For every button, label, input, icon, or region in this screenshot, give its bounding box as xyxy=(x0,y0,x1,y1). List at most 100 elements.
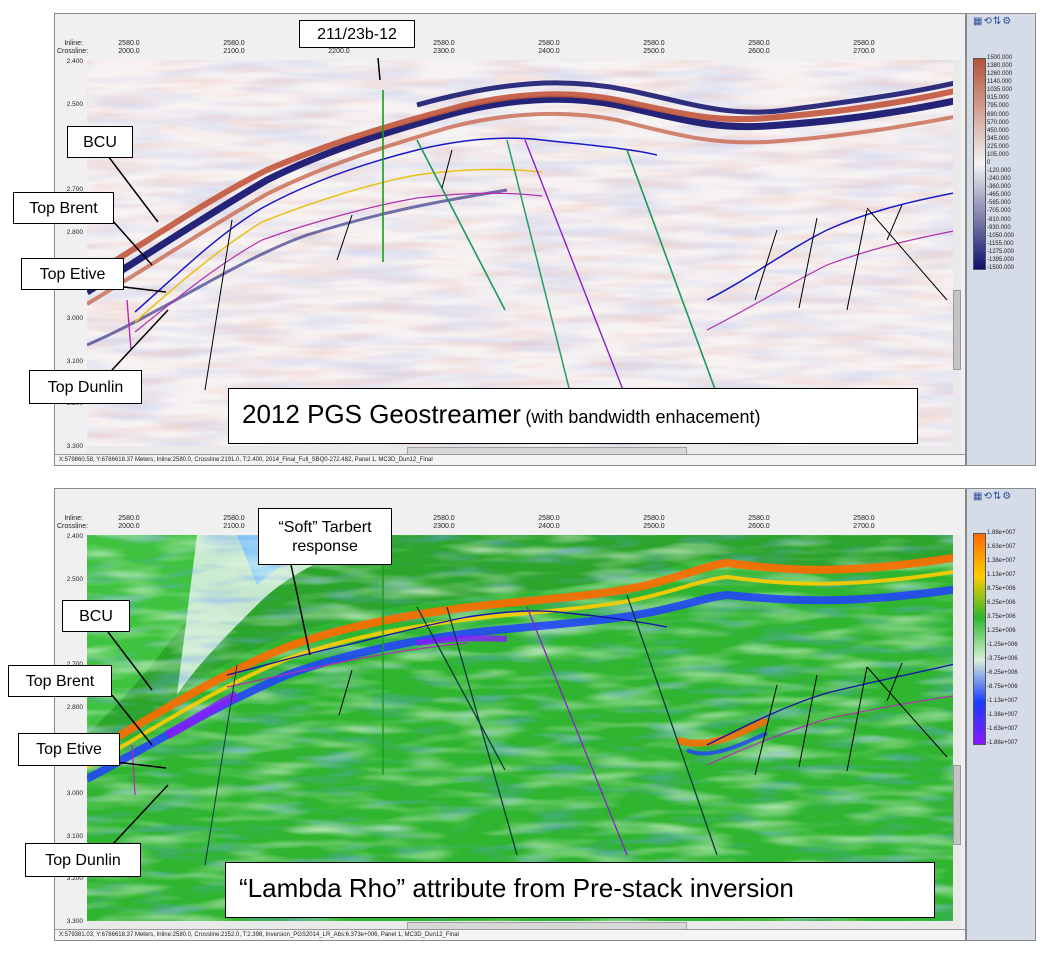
inline-tick: 2580.0 xyxy=(538,40,560,47)
bcu-callout: BCU xyxy=(62,600,130,632)
inline-tick: 2580.0 xyxy=(748,40,770,47)
toolbar-icons-bottom[interactable]: ▦⟲⇅⚙ xyxy=(973,491,1012,502)
time-tick: 2.500 xyxy=(66,575,83,583)
vertical-scroll-thumb[interactable] xyxy=(953,290,961,370)
settings-icon[interactable]: ⚙ xyxy=(1002,16,1013,27)
refresh-icon[interactable]: ⟲ xyxy=(983,16,993,27)
inline-tick: 2580.0 xyxy=(223,40,245,47)
time-tick: 3.300 xyxy=(66,918,83,926)
colorbar-label: -930.000 xyxy=(987,224,1011,231)
colorbar-labels-bottom: 1.88e+007 1.63e+007 1.38e+007 1.13e+007 8.75… xyxy=(987,530,1035,746)
time-tick: 3.000 xyxy=(66,789,83,797)
settings-icon[interactable]: ⚙ xyxy=(1002,491,1013,502)
lambda-rho-colorbar xyxy=(973,533,986,745)
colorbar-label: -465.000 xyxy=(987,192,1011,199)
time-tick: 2.500 xyxy=(66,100,83,108)
colorbar-label: 450.000 xyxy=(987,127,1009,134)
refresh-icon[interactable]: ⟲ xyxy=(983,491,993,502)
colorbar-label: 1.25e+006 xyxy=(987,628,1016,634)
top-panel-title: 2012 PGS Geostreamer (with bandwidth enh… xyxy=(228,388,918,444)
axis-header-top: Inline: Crossline: 2580.0 2000.0 2580.0 210… xyxy=(55,40,959,60)
time-tick: 2.800 xyxy=(66,704,83,712)
time-tick: 3.000 xyxy=(66,314,83,322)
crossline-tick: 2000.0 xyxy=(118,523,140,530)
inline-axis-label: Inline: xyxy=(64,515,83,522)
time-tick: 2.700 xyxy=(67,661,83,668)
time-tick: 3.200 xyxy=(66,875,83,883)
crossline-tick: 2400.0 xyxy=(538,48,560,55)
time-tick: 3.100 xyxy=(66,832,83,840)
colorbar-sidebar-top: ▦⟲⇅⚙ 1500.000 1380.000 1260.000 1140.000 103… xyxy=(966,13,1036,466)
colorbar-label: -8.75e+006 xyxy=(987,684,1018,690)
inline-tick: 2580.0 xyxy=(748,515,770,522)
title-main: “Lambda Rho” attribute from Pre-stack in… xyxy=(239,873,794,903)
crossline-axis-label: Crossline: xyxy=(57,523,89,530)
crossline-tick: 2700.0 xyxy=(853,523,875,530)
crossline-tick: 2300.0 xyxy=(433,523,455,530)
bottom-panel-title: “Lambda Rho” attribute from Pre-stack in… xyxy=(225,862,935,918)
colorbar-label: -1155.000 xyxy=(987,240,1014,247)
inline-tick: 2580.0 xyxy=(433,40,455,47)
top-dunlin-callout: Top Dunlin xyxy=(25,843,141,877)
status-bar-bottom: X:579381.03, Y:6786618.37 Meters, Inline… xyxy=(55,929,965,940)
colorbar-label: 570.000 xyxy=(987,119,1009,126)
colorbar-label: -705.000 xyxy=(987,208,1011,215)
inline-tick: 2580.0 xyxy=(118,40,140,47)
colorbar-label: -1.13e+007 xyxy=(987,698,1018,704)
toolbar-icons-top[interactable]: ▦⟲⇅⚙ xyxy=(973,16,1012,27)
crossline-tick: 2600.0 xyxy=(748,48,770,55)
layout-icon[interactable]: ▦ xyxy=(973,491,984,502)
sort-icon[interactable]: ⇅ xyxy=(992,16,1003,27)
inline-tick: 2580.0 xyxy=(118,515,140,522)
crossline-tick: 2700.0 xyxy=(853,48,875,55)
colorbar-label: -240.000 xyxy=(987,176,1011,183)
colorbar-label: 915.000 xyxy=(987,95,1009,102)
crossline-tick: 2100.0 xyxy=(223,48,245,55)
vertical-scrollbar-top[interactable] xyxy=(953,60,961,458)
colorbar-label: 1.63e+007 xyxy=(987,544,1016,550)
crossline-tick: 2400.0 xyxy=(538,523,560,530)
colorbar-label: 1380.000 xyxy=(987,63,1013,70)
time-tick: 2.400 xyxy=(66,533,83,540)
crossline-tick: 2300.0 xyxy=(433,48,455,55)
colorbar-label: 3.75e+006 xyxy=(987,614,1016,620)
sort-icon[interactable]: ⇅ xyxy=(992,491,1003,502)
time-tick: 2.700 xyxy=(66,186,83,194)
colorbar-label: -120.000 xyxy=(987,168,1011,175)
colorbar-label: 1140.000 xyxy=(987,79,1012,86)
colorbar-label: 795.000 xyxy=(987,103,1009,110)
colorbar-label: -1050.000 xyxy=(987,232,1015,239)
vertical-scroll-thumb[interactable] xyxy=(953,765,961,845)
crossline-tick: 2600.0 xyxy=(748,523,770,530)
status-bar-top: X:579860.58, Y:6786618.37 Meters, Inline… xyxy=(55,454,965,465)
time-tick: 2.800 xyxy=(66,229,83,237)
crossline-axis-label: Crossline: xyxy=(57,48,89,55)
top-brent-callout: Top Brent xyxy=(8,665,112,697)
inline-tick: 2580.0 xyxy=(643,40,665,47)
axis-header-bottom: Inline: Crossline: 2580.0 2000.0 2580.0 210… xyxy=(55,515,959,535)
time-tick: 3.300 xyxy=(66,443,83,451)
time-tick: 3.100 xyxy=(66,357,83,365)
colorbar-label: 1.38e+007 xyxy=(987,558,1016,564)
well-label-callout: 211/23b-12 xyxy=(299,20,415,48)
inline-tick: 2580.0 xyxy=(223,515,245,522)
colorbar-label: -360.000 xyxy=(987,184,1011,191)
colorbar-labels-top: 1500.000 1380.000 1260.000 1140.000 1035.000… xyxy=(987,55,1035,271)
colorbar-label: -1.38e+007 xyxy=(987,712,1018,718)
layout-icon[interactable]: ▦ xyxy=(973,16,984,27)
colorbar-label: -585.000 xyxy=(987,200,1011,207)
colorbar-label: -1.63e+007 xyxy=(987,726,1018,732)
crossline-tick: 2500.0 xyxy=(643,48,665,55)
colorbar-label: 1500.000 xyxy=(987,55,1013,61)
inline-tick: 2580.0 xyxy=(643,515,665,522)
colorbar-label: 105.000 xyxy=(987,151,1009,158)
vertical-scrollbar-bottom[interactable] xyxy=(953,535,961,933)
title-sub: (with bandwidth enhacement) xyxy=(525,407,761,427)
colorbar-label: 1260.000 xyxy=(987,71,1013,78)
colorbar-label: -1275.000 xyxy=(987,248,1015,255)
inline-tick: 2580.0 xyxy=(538,515,560,522)
colorbar-label: 1035.000 xyxy=(987,87,1013,94)
colorbar-label: 8.75e+006 xyxy=(987,586,1016,592)
crossline-tick: 2000.0 xyxy=(118,48,140,55)
crossline-tick: 2500.0 xyxy=(643,523,665,530)
